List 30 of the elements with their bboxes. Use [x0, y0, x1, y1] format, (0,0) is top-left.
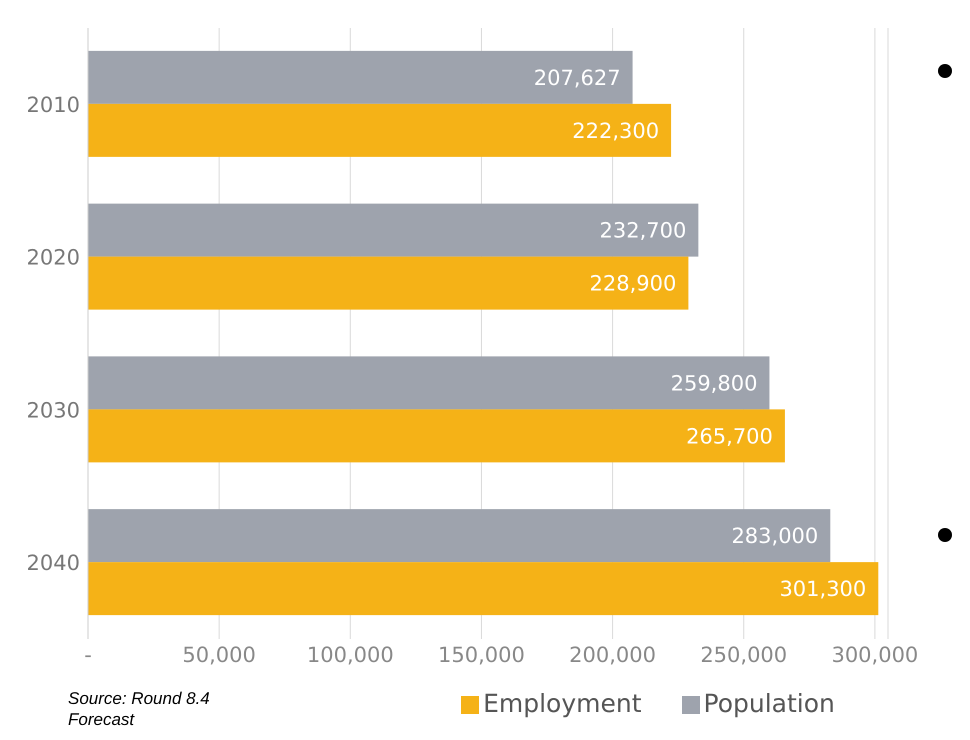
- data-label: 259,800: [670, 371, 758, 396]
- data-label: 301,300: [779, 577, 866, 602]
- x-tick-label: 300,000: [831, 642, 918, 667]
- bar: [88, 104, 672, 157]
- y-tick-label: 2020: [26, 246, 80, 270]
- data-label: 222,300: [572, 118, 660, 143]
- bar: [88, 50, 633, 104]
- bar: [88, 356, 770, 410]
- y-tick-label: 2010: [26, 92, 80, 117]
- bar: [88, 509, 830, 562]
- bar: [88, 204, 698, 257]
- data-label: 207,627: [534, 66, 621, 90]
- x-tick-label: 100,000: [306, 642, 394, 667]
- legend-label: Population: [704, 689, 835, 718]
- data-label: 283,000: [731, 524, 818, 548]
- x-tick-label: 250,000: [700, 642, 788, 667]
- legend-label: Employment: [483, 689, 642, 718]
- x-tick-label: 200,000: [569, 642, 656, 667]
- data-label: 265,700: [686, 424, 773, 448]
- data-label: 232,700: [600, 218, 686, 243]
- bar: [88, 256, 688, 310]
- x-tick-label: 50,000: [182, 642, 256, 667]
- x-tick-label: 150,000: [438, 642, 525, 667]
- data-label: 228,900: [590, 272, 676, 296]
- source-note: Source: Round 8.4 Forecast: [68, 688, 211, 730]
- y-tick-label: 2030: [26, 398, 80, 422]
- bar: [88, 562, 878, 616]
- bar: [88, 409, 785, 462]
- x-tick-label: -: [84, 642, 92, 667]
- y-tick-label: 2040: [26, 551, 80, 576]
